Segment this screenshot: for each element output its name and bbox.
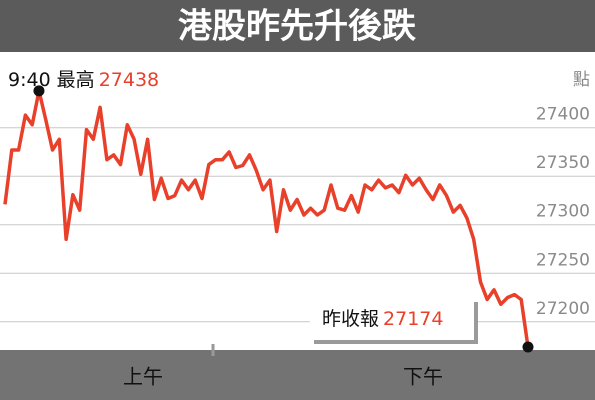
- y-tick-label: 27400: [536, 105, 590, 125]
- y-tick-label: 27250: [536, 250, 590, 270]
- unit-label: 點: [573, 70, 590, 90]
- x-label: 上午: [123, 365, 163, 389]
- y-tick-label: 27300: [536, 202, 590, 222]
- close-box: [310, 298, 474, 340]
- price-line: [3, 89, 530, 348]
- high-annotation: 9:40 最高 27438: [8, 69, 159, 91]
- close-annotation: 昨收報 27174: [322, 308, 443, 330]
- annotation-text: 9:40: [8, 69, 51, 91]
- annotation-text: 27438: [99, 69, 159, 91]
- annotation-text: 昨收報: [322, 308, 379, 330]
- close-dot: [522, 341, 534, 353]
- y-tick-label: 27200: [536, 299, 590, 319]
- chart-title: 港股昨先升後跌: [178, 7, 416, 47]
- title-bar: [0, 0, 595, 52]
- annotation-text: 27174: [383, 308, 443, 330]
- x-label: 下午: [403, 365, 443, 389]
- high-dot: [33, 85, 45, 97]
- y-tick-label: 27350: [536, 153, 590, 173]
- x-axis-band: [0, 350, 595, 400]
- annotation-text: 最高: [57, 69, 95, 91]
